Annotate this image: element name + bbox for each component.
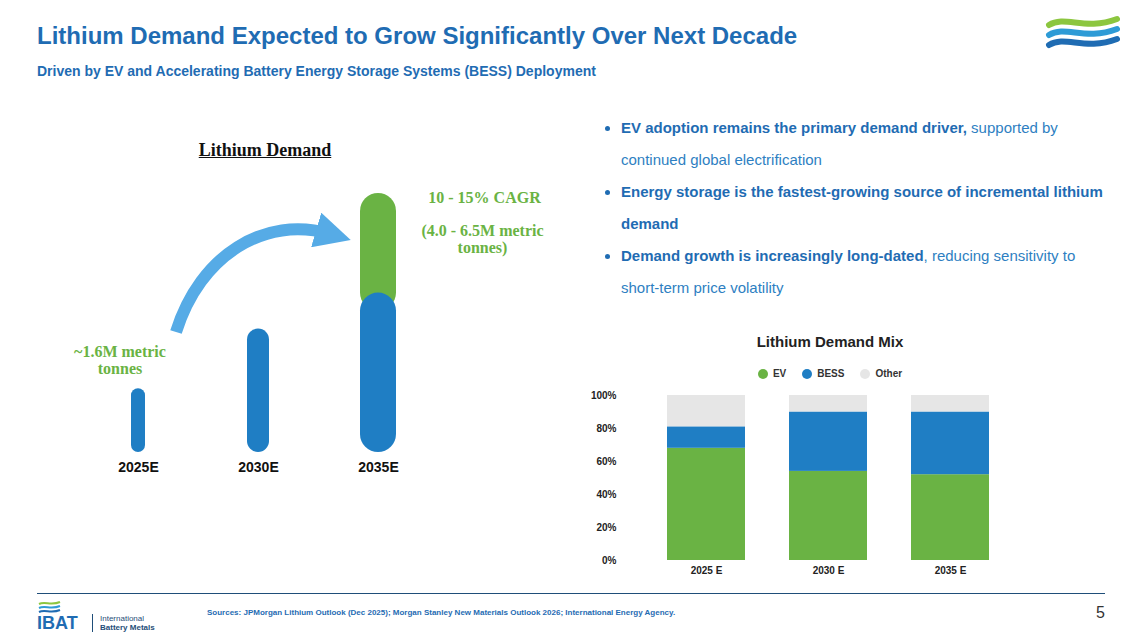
svg-text:2035E: 2035E	[358, 459, 398, 475]
html-text:Other: Other	[875, 368, 903, 379]
svg-text:80%: 80%	[596, 423, 616, 434]
html-text:5: 5	[1096, 604, 1105, 621]
html-text:Energy storage is the fastest-: Energy storage is the fastest-growing so…	[621, 183, 1103, 232]
html-text:Driven by EV and Accelerating: Driven by EV and Accelerating Battery En…	[37, 63, 596, 79]
html-text:10 - 15% CAGR: 10 - 15% CAGR	[428, 189, 541, 206]
svg-text:20%: 20%	[596, 522, 616, 533]
svg-text:60%: 60%	[596, 456, 616, 467]
html-text:EV: EV	[772, 368, 787, 379]
svg-text:40%: 40%	[596, 489, 616, 500]
svg-text:2030E: 2030E	[238, 459, 278, 475]
svg-text:2030 E: 2030 E	[813, 565, 845, 576]
svg-text:100%: 100%	[591, 390, 617, 401]
svg-text:2025 E: 2025 E	[691, 565, 723, 576]
html-text:EV adoption remains the primar: EV adoption remains the primary demand d…	[621, 119, 1058, 168]
html-text:Lithium Demand Expected to Gro: Lithium Demand Expected to Grow Signific…	[37, 22, 798, 49]
html-text:Battery Metals: Battery Metals	[100, 623, 155, 632]
html-text:Demand growth is increasingly: Demand growth is increasingly long-dated…	[621, 247, 1076, 296]
html-text:IBAT: IBAT	[37, 613, 78, 633]
html-text:Sources: JPMorgan Lithium Outl: Sources: JPMorgan Lithium Outlook (Dec 2…	[207, 608, 676, 617]
html-text:BESS: BESS	[817, 368, 845, 379]
html-text:Lithium Demand Mix: Lithium Demand Mix	[756, 333, 904, 350]
svg-text:0%: 0%	[602, 555, 617, 566]
svg-text:2035 E: 2035 E	[935, 565, 967, 576]
html-text:International: International	[100, 614, 144, 623]
html-text:(4.0 - 6.5M metric tonnes): (4.0 - 6.5M metric tonnes)	[421, 222, 544, 256]
svg-text:2025E: 2025E	[118, 459, 158, 475]
html-text:Lithium Demand: Lithium Demand	[198, 140, 332, 160]
html-text:~1.6M metric tonnes: ~1.6M metric tonnes	[74, 343, 166, 377]
